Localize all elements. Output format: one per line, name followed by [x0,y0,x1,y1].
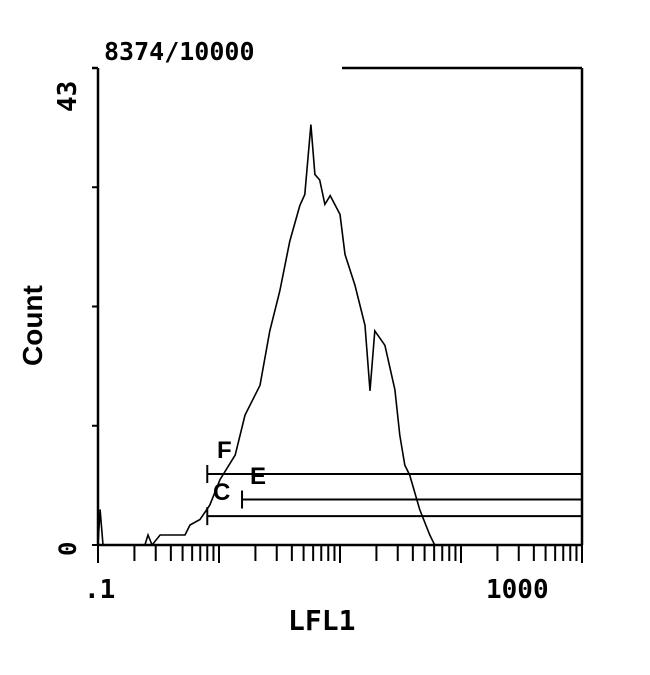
gate-label-C: C [213,479,230,506]
y-tick-label-max: 43 [53,81,83,112]
gate-label-E: E [250,463,266,490]
histogram-line [97,124,582,547]
x-tick-label-max: 1000 [486,575,549,605]
x-tick-label-min: .1 [84,575,115,605]
chart-title: 8374/10000 [104,37,255,66]
axis-ticks [92,67,583,563]
gate-markers: ECF [206,437,582,526]
y-tick-label-min: 0 [54,542,82,556]
y-axis-label: Count [17,285,48,366]
gate-label-F: F [217,437,232,464]
x-axis-label: LFL1 [288,604,355,637]
